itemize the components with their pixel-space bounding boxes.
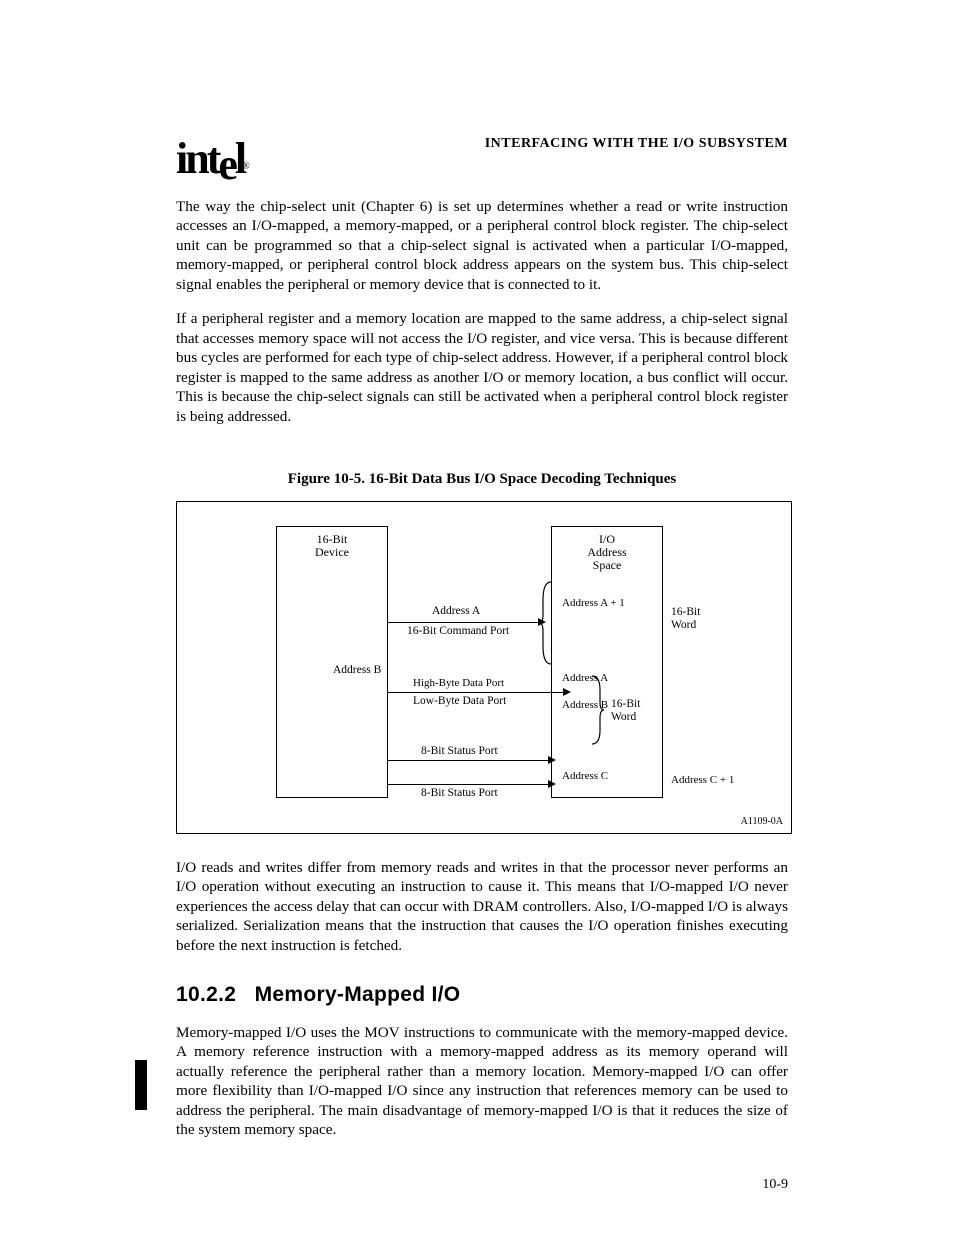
intel-logo: intel®	[176, 133, 249, 184]
section-number: 10.2.2	[176, 983, 236, 1006]
left-block-label: 16-Bit Device	[277, 533, 387, 559]
figure-arrow-3-label: 8-Bit Status Port	[421, 745, 498, 757]
figure-arrow-4-label: 8-Bit Status Port	[421, 787, 498, 799]
body-text-block: The way the chip-select unit (Chapter 6)…	[176, 197, 788, 441]
right-inner-label-0: Address A + 1	[562, 597, 625, 609]
figure-right-block: I/O Address Space Address A + 1 Address …	[551, 526, 663, 798]
figure-arrowhead-4	[548, 780, 556, 788]
figure-arrow-1	[388, 622, 540, 623]
figure-arrow-2	[388, 692, 565, 693]
figure-brace-label-mid-1: 16-Bit	[611, 698, 640, 710]
right-block-label-line-1: I/O	[599, 532, 615, 546]
body-paragraph-2: If a peripheral register and a memory lo…	[176, 309, 788, 426]
left-block-label-line-1: 16-Bit	[317, 532, 348, 546]
section-heading: 10.2.2 Memory-Mapped I/O	[176, 983, 460, 1007]
figure-brace-label-top-2: Word	[671, 619, 696, 631]
figure-arrow-1-label-bottom: 16-Bit Command Port	[407, 625, 509, 637]
body-paragraph-1: The way the chip-select unit (Chapter 6)…	[176, 197, 788, 294]
page-number: 10-9	[762, 1177, 788, 1193]
after-figure-paragraph: I/O reads and writes differ from memory …	[176, 858, 788, 955]
section-title: Memory-Mapped I/O	[255, 983, 461, 1006]
figure-brace-label-mid: 16-Bit Word	[611, 698, 640, 723]
figure-arrowhead-3	[548, 756, 556, 764]
figure-left-side-label-group: Address B	[333, 664, 381, 676]
figure-brace-label-top: 16-Bit Word	[671, 606, 700, 631]
right-inner-label-4: Address C + 1	[671, 774, 734, 786]
figure-brace-top	[539, 580, 553, 666]
figure-arrow-1-label-top: Address A	[432, 605, 480, 617]
right-block-label: I/O Address Space	[552, 533, 662, 573]
figure-id: A1109-0A	[741, 816, 783, 827]
left-block-label-line-2: Device	[315, 545, 349, 559]
figure-brace-mid	[590, 674, 604, 746]
header-right-label: INTERFACING WITH THE I/O SUBSYSTEM	[485, 136, 788, 152]
figure-left-block: 16-Bit Device	[276, 526, 388, 798]
figure-caption: Figure 10-5. 16-Bit Data Bus I/O Space D…	[176, 471, 788, 488]
figure-brace-label-top-1: 16-Bit	[671, 606, 700, 618]
right-block-label-line-2: Address	[587, 545, 626, 559]
right-block-label-line-3: Space	[593, 558, 622, 572]
figure-left-side-sub: High-Byte Data Port	[413, 677, 504, 689]
figure-arrow-3	[388, 760, 550, 761]
page-side-bar	[135, 1060, 147, 1110]
figure-left-side-label: Address B	[333, 664, 381, 676]
figure-brace-label-mid-2: Word	[611, 711, 636, 723]
figure-arrow-4	[388, 784, 550, 785]
figure-arrow-2-label-bottom: Low-Byte Data Port	[413, 695, 506, 707]
section-body: Memory-mapped I/O uses the MOV instructi…	[176, 1023, 788, 1140]
figure-arrowhead-2	[563, 688, 571, 696]
right-inner-label-3: Address C	[562, 770, 608, 782]
figure-box: 16-Bit Device I/O Address Space Address …	[176, 501, 792, 834]
